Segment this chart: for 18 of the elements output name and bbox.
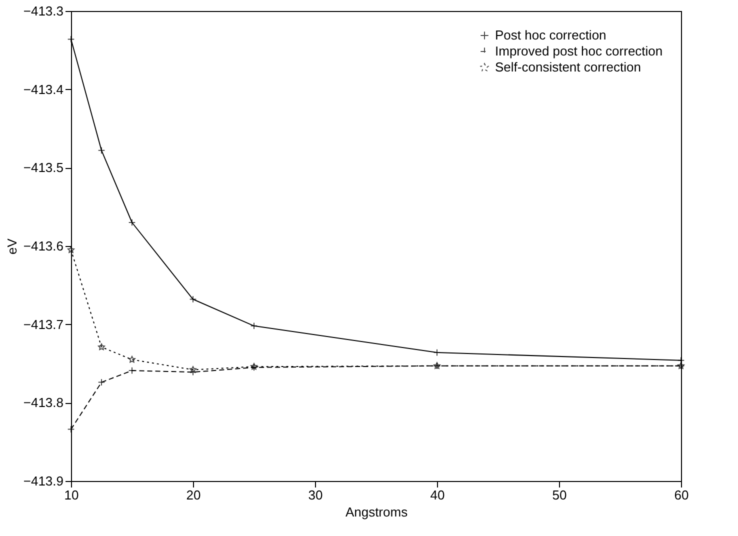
y-tick-label: −413.8 (23, 395, 64, 410)
x-tick-label: 30 (308, 488, 323, 502)
y-tick-label: −413.7 (23, 316, 64, 332)
legend-label: Improved post hoc correction (495, 44, 663, 58)
y-axis-title: eV (4, 238, 20, 254)
y-tick-label: −413.5 (23, 160, 64, 176)
y-tick-label: −413.9 (23, 474, 64, 488)
y-tick-label: −413.3 (23, 4, 64, 18)
y-tick-label: −413.4 (23, 82, 64, 97)
legend-label: Self-consistent correction (495, 60, 641, 74)
x-tick-label: 40 (430, 488, 445, 502)
x-tick-label: 20 (186, 488, 201, 502)
x-tick-label: 50 (552, 488, 567, 502)
legend-label: Post hoc correction (495, 28, 606, 42)
y-tick-label: −413.6 (23, 238, 64, 254)
x-axis-title: Angstroms (345, 504, 408, 520)
x-tick-label: 60 (674, 488, 689, 502)
x-tick-label: 10 (64, 488, 79, 502)
